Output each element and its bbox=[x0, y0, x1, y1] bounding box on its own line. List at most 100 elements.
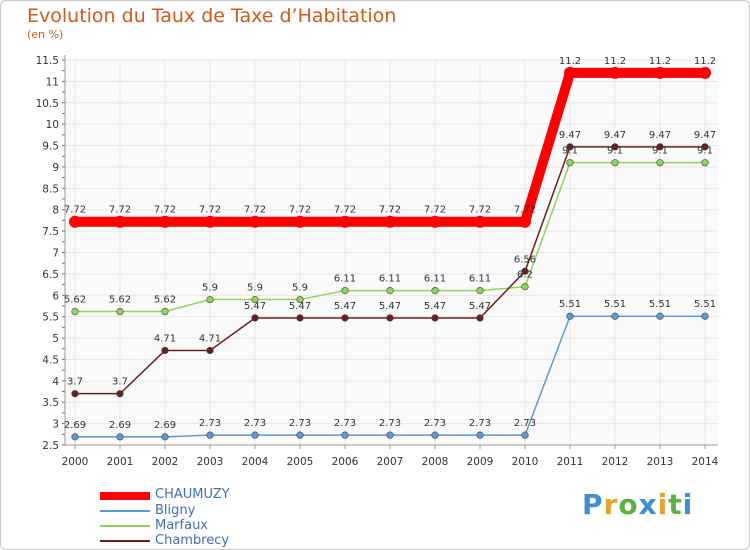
x-tick-label: 2005 bbox=[287, 456, 314, 468]
data-label-chambrecy: 4.71 bbox=[154, 333, 176, 344]
data-label-chaumuzy: 7.72 bbox=[109, 205, 131, 216]
data-label-chambrecy: 4.71 bbox=[199, 333, 221, 344]
data-point-chambrecy bbox=[161, 346, 169, 355]
data-label-marfaux: 6.11 bbox=[424, 274, 446, 285]
data-label-marfaux: 6.11 bbox=[469, 274, 491, 285]
y-tick-label: 7.5 bbox=[42, 226, 59, 238]
data-label-chaumuzy: 11.2 bbox=[604, 56, 626, 67]
data-point-chaumuzy bbox=[339, 215, 351, 228]
legend-label-chambrecy: Chambrecy bbox=[155, 533, 230, 548]
data-label-chaumuzy: 7.72 bbox=[199, 205, 221, 216]
x-tick-label: 2010 bbox=[512, 456, 539, 468]
data-label-bligny: 2.73 bbox=[424, 418, 446, 429]
y-tick-label: 6.5 bbox=[42, 269, 59, 281]
x-tick-label: 2004 bbox=[242, 456, 269, 468]
x-tick-label: 2008 bbox=[422, 456, 449, 468]
data-label-chambrecy: 9.47 bbox=[559, 130, 581, 141]
y-tick-label: 4 bbox=[52, 376, 59, 388]
data-label-chambrecy: 9.47 bbox=[649, 130, 671, 141]
data-label-chaumuzy: 7.72 bbox=[424, 205, 446, 216]
data-point-chambrecy bbox=[206, 346, 214, 355]
data-label-bligny: 2.73 bbox=[334, 418, 356, 429]
legend-swatch-marfaux bbox=[100, 525, 150, 527]
data-point-bligny bbox=[296, 431, 304, 439]
data-point-chaumuzy bbox=[654, 66, 666, 79]
data-label-marfaux: 5.62 bbox=[154, 295, 176, 306]
data-point-chambrecy bbox=[386, 314, 394, 322]
data-label-chambrecy: 9.47 bbox=[694, 130, 716, 141]
chart-subtitle: (en %) bbox=[27, 28, 64, 41]
legend-swatch-chambrecy bbox=[100, 540, 150, 542]
data-point-chambrecy bbox=[116, 390, 124, 398]
data-label-chambrecy: 3.7 bbox=[112, 377, 128, 388]
data-label-bligny: 2.73 bbox=[469, 418, 491, 429]
proxiti-logo-letter: t bbox=[668, 488, 683, 521]
data-label-marfaux: 6.11 bbox=[379, 274, 401, 285]
data-point-marfaux bbox=[521, 283, 529, 291]
legend-label-bligny: Bligny bbox=[155, 503, 196, 518]
x-tick-label: 2009 bbox=[467, 456, 494, 468]
x-tick-label: 2014 bbox=[692, 456, 719, 468]
data-label-marfaux: 5.9 bbox=[202, 283, 218, 294]
x-tick-label: 2001 bbox=[107, 456, 134, 468]
data-point-marfaux bbox=[476, 286, 484, 295]
proxiti-logo: Proxiti bbox=[582, 488, 693, 521]
data-label-chambrecy: 5.47 bbox=[379, 301, 401, 312]
x-tick-label: 2002 bbox=[152, 456, 179, 468]
data-point-bligny bbox=[611, 312, 619, 320]
y-tick-label: 2.5 bbox=[42, 440, 59, 452]
data-label-marfaux: 6.11 bbox=[334, 274, 356, 285]
data-point-chambrecy bbox=[71, 390, 79, 398]
y-tick-label: 8.5 bbox=[42, 183, 59, 195]
data-point-chambrecy bbox=[431, 314, 439, 322]
y-tick-label: 3 bbox=[52, 419, 59, 431]
data-label-bligny: 2.73 bbox=[244, 418, 266, 429]
data-label-chambrecy: 6.56 bbox=[514, 254, 536, 265]
x-tick-label: 2003 bbox=[197, 456, 224, 468]
y-tick-label: 7 bbox=[52, 248, 59, 260]
data-label-chaumuzy: 11.2 bbox=[694, 56, 716, 67]
data-label-chaumuzy: 7.72 bbox=[244, 205, 266, 216]
y-tick-label: 8 bbox=[52, 205, 59, 217]
data-point-chambrecy bbox=[656, 143, 664, 151]
data-label-chaumuzy: 7.72 bbox=[469, 205, 491, 216]
data-point-chaumuzy bbox=[474, 215, 486, 228]
data-label-marfaux: 6.2 bbox=[517, 270, 533, 281]
data-label-marfaux: 9.1 bbox=[697, 146, 713, 157]
proxiti-logo-letter: o bbox=[618, 488, 639, 521]
legend-swatch-bligny bbox=[100, 510, 150, 512]
data-point-marfaux bbox=[341, 286, 349, 295]
proxiti-logo-letter: i bbox=[682, 488, 694, 521]
data-point-chambrecy bbox=[521, 267, 529, 275]
data-point-chambrecy bbox=[251, 314, 259, 322]
proxiti-logo-letter: x bbox=[638, 488, 658, 521]
data-point-marfaux bbox=[71, 307, 79, 316]
data-point-marfaux bbox=[656, 159, 664, 167]
data-label-marfaux: 5.62 bbox=[64, 295, 86, 306]
data-point-bligny bbox=[341, 431, 349, 439]
data-point-bligny bbox=[116, 433, 124, 441]
x-tick-label: 2013 bbox=[647, 456, 674, 468]
data-label-bligny: 5.51 bbox=[649, 299, 671, 310]
data-point-chaumuzy bbox=[204, 215, 216, 228]
x-tick-label: 2000 bbox=[62, 456, 89, 468]
data-label-bligny: 2.69 bbox=[109, 420, 131, 431]
data-label-chaumuzy: 7.72 bbox=[514, 205, 536, 216]
data-point-chambrecy bbox=[296, 314, 304, 322]
data-point-chambrecy bbox=[476, 314, 484, 322]
data-label-chaumuzy: 7.72 bbox=[334, 205, 356, 216]
data-point-marfaux bbox=[296, 295, 304, 304]
data-label-chambrecy: 9.47 bbox=[604, 130, 626, 141]
data-label-bligny: 2.69 bbox=[154, 420, 176, 431]
y-tick-label: 4.5 bbox=[42, 354, 59, 366]
x-tick-label: 2011 bbox=[557, 456, 584, 468]
data-point-chaumuzy bbox=[609, 66, 621, 79]
data-label-chaumuzy: 7.72 bbox=[379, 205, 401, 216]
data-label-chambrecy: 5.47 bbox=[469, 301, 491, 312]
data-point-marfaux bbox=[116, 307, 124, 316]
data-point-bligny bbox=[251, 431, 259, 439]
data-label-marfaux: 5.9 bbox=[247, 283, 263, 294]
data-point-bligny bbox=[71, 433, 79, 441]
data-label-bligny: 2.69 bbox=[64, 420, 86, 431]
y-tick-label: 10.5 bbox=[36, 98, 59, 110]
